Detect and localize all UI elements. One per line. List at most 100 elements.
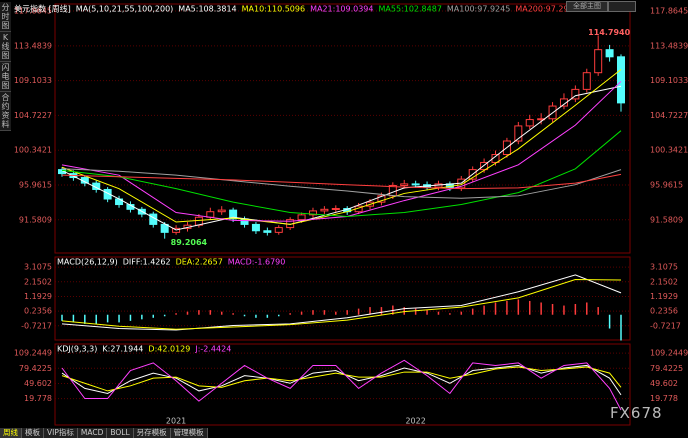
y-tick-label: 3.1075 (650, 263, 678, 272)
indicator-label: MA(5,10,21,55,100,200) (76, 5, 174, 14)
legend-entry: MA100:97.9245 (447, 5, 510, 14)
watermark: FX678 (610, 404, 663, 422)
candle-body (605, 49, 614, 58)
toolbar-tab[interactable]: 另存模板 (133, 428, 171, 438)
annotation: 89.2064 (171, 238, 208, 247)
main-chart-select[interactable]: 全部主图 (566, 1, 608, 12)
panel-title: KDJ(9,3,3) (57, 345, 97, 354)
x-tick-label: 2022 (405, 417, 425, 426)
toolbar-tab[interactable]: MACD (77, 428, 108, 438)
y-tick-label: 91.5809 (19, 215, 52, 224)
legend-entry: MA21:109.0394 (310, 5, 373, 14)
y-tick-label: 104.7227 (650, 111, 688, 120)
candle-body (217, 209, 226, 213)
candle-body (594, 49, 603, 74)
y-tick-label: 113.4839 (650, 41, 688, 50)
toolbar-tab[interactable]: 管理模板 (170, 428, 208, 438)
legend-entry: MA55:102.8487 (378, 5, 441, 14)
y-tick-label: 104.7227 (14, 111, 52, 120)
indicator-line (61, 359, 622, 411)
indicator-line (61, 130, 622, 217)
y-tick-label: 0.2356 (24, 307, 52, 316)
panel-title: MACD(26,12,9) (57, 258, 118, 267)
indicator-line (61, 168, 622, 199)
sidebar-tab[interactable]: K线图 (0, 33, 11, 62)
candle-body (400, 183, 409, 186)
y-tick-label: 2.1502 (650, 277, 678, 286)
panel-title: 美元指数 [周线] (14, 4, 71, 14)
candle-body (308, 210, 317, 216)
y-tick-label: 109.1033 (14, 76, 52, 85)
y-tick-label: 79.4225 (19, 364, 52, 373)
candle-body (263, 230, 272, 233)
candle-body (331, 208, 340, 211)
y-tick-label: 1.1929 (24, 292, 52, 301)
y-tick-label: 95.9615 (650, 180, 683, 189)
y-tick-label: 117.8645 (14, 7, 52, 16)
candle-body (525, 119, 534, 127)
x-tick-label: 2021 (166, 417, 186, 426)
candle-body (411, 183, 420, 186)
y-tick-label: 3.1075 (24, 263, 52, 272)
indicator-line (61, 69, 622, 225)
window-buttons[interactable] (608, 1, 636, 12)
legend-entry: MACD:-1.6790 (228, 258, 286, 267)
indicator-line (61, 274, 622, 331)
y-tick-label: -0.7217 (650, 321, 681, 330)
candle-body (320, 208, 329, 212)
y-tick-label: 2.1502 (24, 277, 52, 286)
candle-body (582, 72, 591, 90)
candle-body (274, 227, 283, 233)
indicator-line (61, 85, 622, 231)
legend-entry: MA10:110.5096 (242, 5, 305, 14)
candle-body (491, 154, 500, 163)
toolbar-tab[interactable]: 模板 (22, 428, 44, 438)
y-tick-label: 91.5809 (650, 215, 683, 224)
y-tick-label: 109.1033 (650, 76, 688, 85)
legend-entry: DIFF:1.4262 (123, 258, 171, 267)
candle-body (480, 161, 489, 171)
panel-border (54, 343, 631, 426)
candle-body (571, 88, 580, 100)
toolbar-tab[interactable]: 周线 (0, 428, 22, 438)
sidebar-tab[interactable]: 分时图 (0, 3, 11, 32)
y-tick-label: 95.9615 (19, 180, 52, 189)
annotation: 114.7940 (588, 28, 630, 37)
candle-body (103, 188, 112, 200)
y-tick-label: 117.8645 (650, 7, 688, 16)
legend-entry: K:27.1944 (102, 345, 143, 354)
candle-body (58, 169, 66, 175)
panel-border (54, 3, 631, 254)
indicator-line (61, 81, 622, 222)
candle-body (377, 195, 386, 203)
y-tick-label: 79.4225 (650, 364, 683, 373)
sidebar-tab[interactable]: 闪电图 (0, 63, 11, 92)
y-tick-label: 109.2449 (650, 349, 688, 358)
legend-entry: D:42.0129 (148, 345, 190, 354)
indicator-line (61, 364, 622, 396)
candle-body (297, 214, 306, 221)
y-tick-label: 49.602 (650, 379, 678, 388)
y-tick-label: 0.2356 (650, 307, 678, 316)
y-tick-label: 19.778 (650, 394, 678, 403)
sidebar-tab[interactable]: 合约资料 (0, 93, 11, 131)
legend-entry: MA200:97.293 (515, 5, 573, 14)
y-tick-label: 109.2449 (14, 349, 52, 358)
legend-entry: J:-2.4424 (194, 345, 231, 354)
sidebar: 分时图 K线图 闪电图 合约资料 (0, 2, 11, 131)
y-tick-label: 100.3421 (650, 146, 688, 155)
toolbar-tab[interactable]: BOLL (107, 428, 134, 438)
indicator-line (61, 279, 622, 330)
y-tick-label: 113.4839 (14, 41, 52, 50)
legend-entry: MA5:108.3814 (178, 5, 236, 14)
candle-body (229, 209, 238, 220)
indicator-line (61, 366, 622, 392)
y-tick-label: 100.3421 (14, 146, 52, 155)
candle-body (251, 223, 260, 232)
toolbar-tab[interactable]: VIP指标 (44, 428, 78, 438)
legend-entry: DEA:2.2657 (176, 258, 223, 267)
y-tick-label: 1.1929 (650, 292, 678, 301)
y-tick-label: -0.7217 (21, 321, 52, 330)
